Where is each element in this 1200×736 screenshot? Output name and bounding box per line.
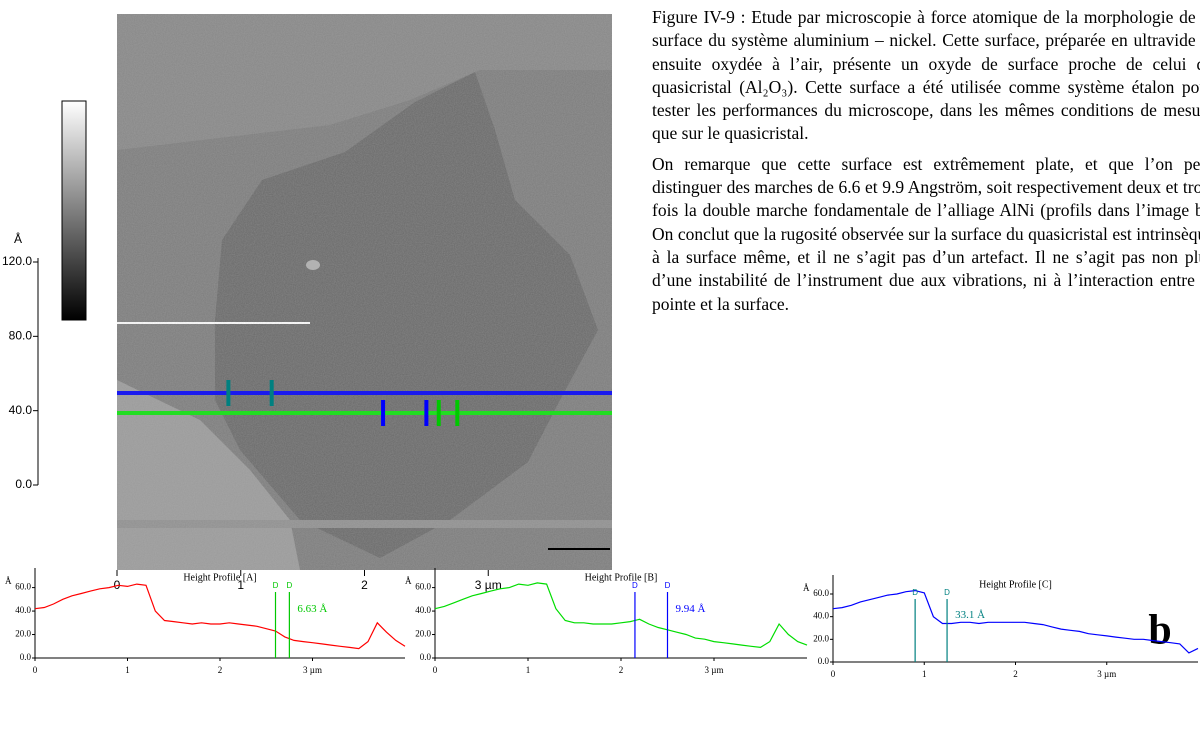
colorbar-tick-label: 120.0 xyxy=(2,254,32,268)
x-tick-label: 2 xyxy=(1013,669,1018,679)
x-tick-label: 0 xyxy=(831,669,836,679)
cursor-label: D xyxy=(286,581,292,590)
x-tick-label: 3 µm xyxy=(1097,669,1116,679)
cursor-label: D xyxy=(632,581,638,590)
y-unit: Å xyxy=(803,583,810,593)
step-annotation: 9.94 Å xyxy=(676,603,706,615)
step-annotation: 6.63 Å xyxy=(297,603,327,615)
step-annotation: 33.1 Å xyxy=(955,609,985,621)
y-tick-label: 0.0 xyxy=(420,652,432,662)
y-tick-label: 20.0 xyxy=(415,629,431,639)
x-tick-label: 1 xyxy=(125,665,130,675)
y-tick-label: 40.0 xyxy=(813,611,829,621)
x-tick-label: 3 µm xyxy=(303,665,322,675)
profile-line xyxy=(34,583,406,650)
x-tick-label: 1 xyxy=(922,669,927,679)
x-tick-label: 1 xyxy=(237,578,244,592)
panel-label: b xyxy=(1148,608,1171,654)
x-tick-label: 2 xyxy=(218,665,223,675)
y-tick-label: 60.0 xyxy=(813,588,829,598)
x-tick-label: 0 xyxy=(33,665,38,675)
y-tick-label: 0.0 xyxy=(818,656,830,666)
profile-line xyxy=(434,582,808,649)
x-tick-label: 2 xyxy=(361,578,368,592)
caption: Figure IV-9 : Etude par microscopie à fo… xyxy=(652,6,1200,323)
x-tick-label: 3 µm xyxy=(475,578,502,592)
cursor-label: D xyxy=(273,581,279,590)
y-tick-label: 20.0 xyxy=(15,629,31,639)
colorbar-tick-label: 40.0 xyxy=(9,403,33,417)
x-tick-label: 2 xyxy=(619,665,624,675)
y-tick-label: 20.0 xyxy=(813,633,829,643)
chart-title: Height Profile [A] xyxy=(183,572,256,583)
y-tick-label: 40.0 xyxy=(415,605,431,615)
colorbar-tick-label: 0.0 xyxy=(15,477,32,491)
x-tick-label: 0 xyxy=(433,665,438,675)
y-unit: Å xyxy=(405,576,412,586)
afm-image xyxy=(117,14,612,570)
caption-paragraph: Figure IV-9 : Etude par microscopie à fo… xyxy=(652,7,1200,144)
cursor-label: D xyxy=(944,588,950,597)
cursor-label: D xyxy=(665,581,671,590)
colorbar-unit: Å xyxy=(14,231,22,246)
colorbar xyxy=(61,100,87,321)
x-tick-label: 3 µm xyxy=(705,665,724,675)
y-tick-label: 40.0 xyxy=(15,605,31,615)
x-tick-label: 1 xyxy=(526,665,531,675)
profile-line xyxy=(832,589,1199,654)
chart-title: Height Profile [C] xyxy=(979,579,1052,590)
chart-title: Height Profile [B] xyxy=(585,572,658,583)
y-tick-label: 60.0 xyxy=(15,582,31,592)
y-tick-label: 0.0 xyxy=(20,652,32,662)
caption-paragraph: On remarque que cette surface est extrêm… xyxy=(652,153,1200,314)
y-unit: Å xyxy=(5,576,12,586)
colorbar-tick-label: 80.0 xyxy=(9,329,33,343)
cursor-label: D xyxy=(912,588,918,597)
y-tick-label: 60.0 xyxy=(415,582,431,592)
